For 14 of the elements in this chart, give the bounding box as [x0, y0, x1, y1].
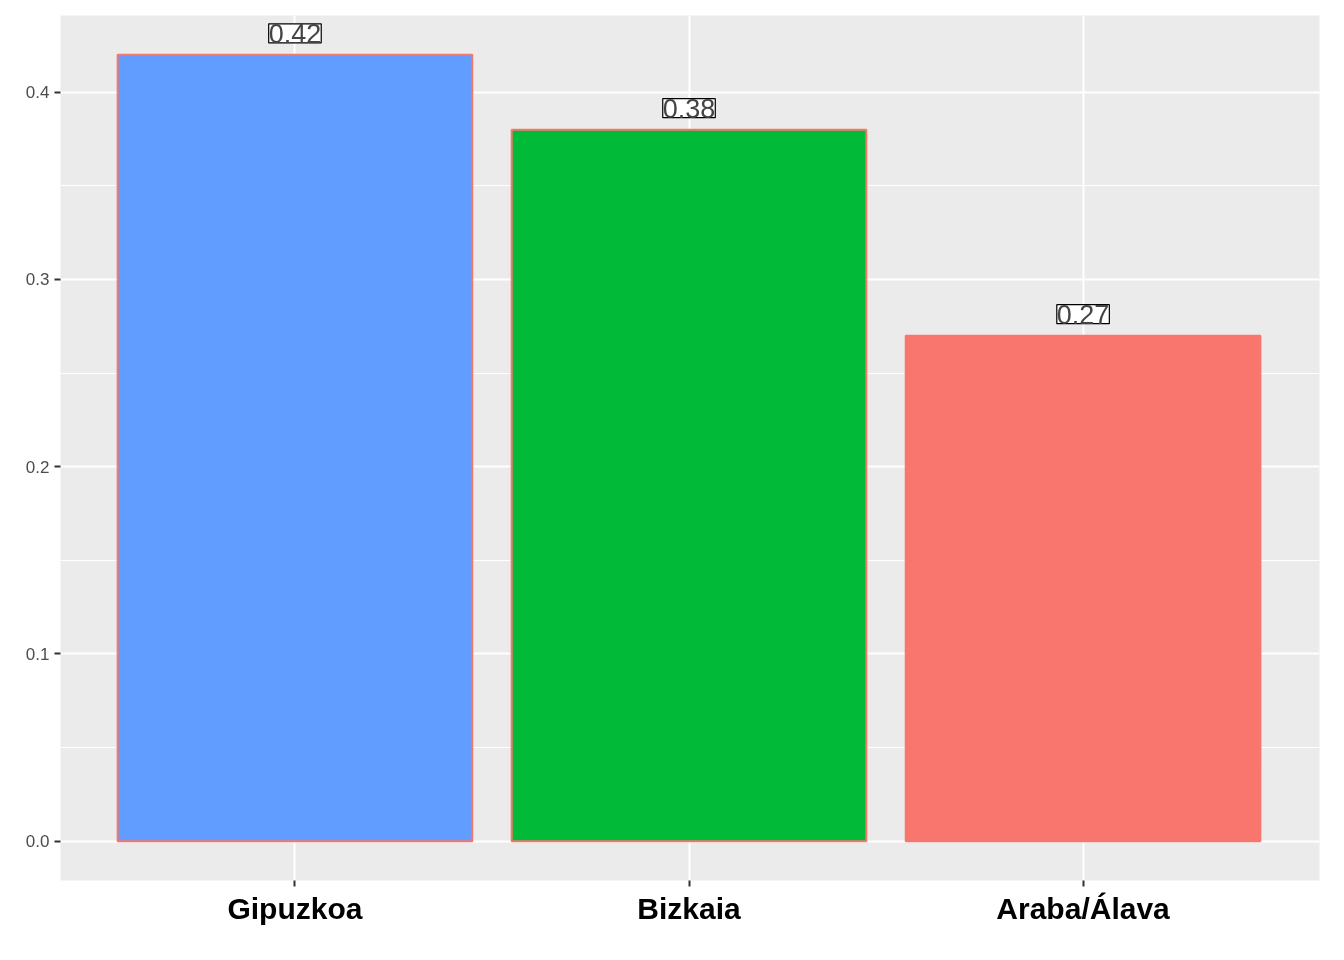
y-tick-label: 0.2 — [25, 457, 50, 477]
bar — [116, 53, 474, 843]
y-tick-label: 0.3 — [25, 270, 50, 290]
data-label: 0.42 — [268, 18, 322, 49]
y-tick-label: 0.0 — [25, 832, 50, 852]
y-tick-label: 0.1 — [25, 644, 50, 664]
x-tick-label: Araba/Álava — [996, 891, 1171, 925]
x-tick-label: Gipuzkoa — [227, 891, 363, 925]
x-tick-label: Bizkaia — [637, 891, 742, 925]
bar — [904, 334, 1262, 843]
y-tick-label: 0.4 — [25, 83, 50, 103]
data-label: 0.38 — [662, 93, 716, 124]
bar — [510, 128, 868, 843]
data-label: 0.27 — [1056, 299, 1110, 330]
